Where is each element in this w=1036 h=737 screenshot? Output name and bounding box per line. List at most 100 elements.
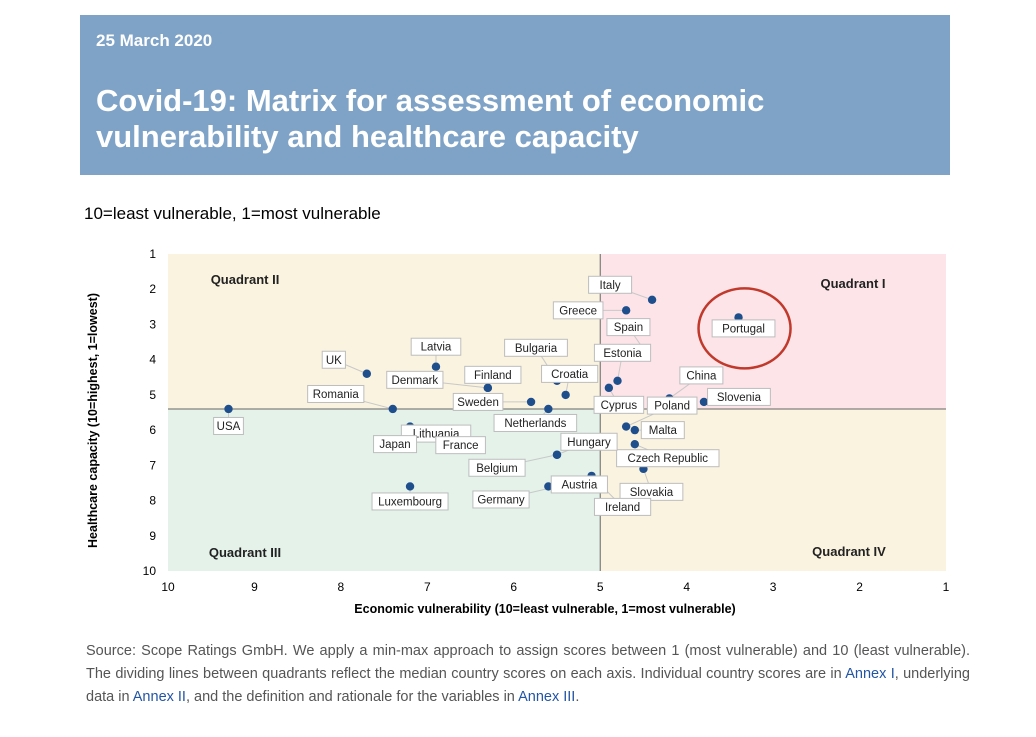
data-point [388,404,397,414]
x-tick-label: 10 [161,580,175,594]
label-box [606,318,651,337]
label-text: Netherlands [504,418,566,430]
label-box [711,319,776,338]
x-tick-label: 7 [424,580,431,594]
x-tick-label: 2 [856,580,863,594]
label-text: Ireland [605,502,640,514]
point-label: Cyprus [593,395,645,414]
label-box [213,416,244,435]
label-text: Latvia [421,342,452,354]
point-label: Slovenia [707,387,771,406]
label-box [472,490,530,509]
annex-iii-link[interactable]: Annex III [518,689,576,705]
source-text-3: , and the definition and rationale for t… [185,689,519,705]
point-label: Netherlands [493,413,578,432]
x-tick-label: 6 [510,580,517,594]
data-point [613,376,622,385]
label-text: Slovakia [630,487,674,499]
label-box [493,413,578,432]
y-tick-label: 4 [149,353,156,367]
data-point [544,482,553,491]
x-tick-label: 5 [597,580,604,594]
point-label: Japan [373,435,418,454]
data-point [630,425,639,435]
label-box [410,337,462,356]
label-text: Estonia [603,348,642,360]
label-box [435,436,486,455]
quadrant-label: Quadrant I [820,276,885,291]
y-tick-label: 1 [149,247,156,261]
label-text: Bulgaria [515,343,558,355]
point-label: Finland [464,365,522,384]
scatter-chart: Quadrant I Quadrant II Quadrant III Quadran… [86,247,950,616]
quadrant-label: Quadrant II [211,272,280,287]
label-text: Hungary [567,437,611,449]
point-label: USA [213,416,244,435]
data-point [647,295,657,304]
label-box [707,387,771,406]
y-tick-label: 2 [149,282,156,296]
label-box [371,492,449,511]
label-box [616,449,720,468]
label-text: Czech Republic [628,453,709,465]
label-box [593,395,645,414]
label-text: USA [217,421,241,433]
data-point [630,440,639,449]
annex-i-link[interactable]: Annex I [845,666,895,682]
data-point [621,306,631,315]
point-label: Ireland [593,497,652,516]
report-title: Covid-19: Matrix for assessment of econo… [96,83,765,154]
x-axis-title: Economic vulnerability (10=least vulnera… [354,602,735,616]
quadrant-ii-area [168,254,601,409]
source-text-4: . [575,689,580,705]
label-box [550,475,608,494]
label-box [321,350,346,369]
annex-ii-link[interactable]: Annex II [132,689,186,705]
y-tick-label: 8 [149,494,156,508]
quadrant-label: Quadrant IV [812,544,886,559]
point-label: Belgium [468,458,526,477]
label-box [373,435,418,454]
label-text: Japan [379,439,410,451]
point-label: Malta [640,421,685,440]
source-note: Source: Scope Ratings GmbH. We apply a m… [86,640,970,709]
chart-subtitle: 10=least vulnerable, 1=most vulnerable [84,204,381,223]
data-point [544,404,553,414]
label-box [386,370,444,389]
x-tick-label: 1 [943,580,950,594]
label-text: Portugal [722,323,765,335]
quadrant-label: Quadrant III [209,545,281,560]
label-text: Malta [649,425,678,437]
y-tick-label: 9 [149,529,156,543]
label-box [560,432,618,451]
point-label: Austria [550,475,608,494]
label-box [464,365,522,384]
point-label: Germany [472,490,530,509]
point-label: Portugal [711,319,776,338]
x-tick-label: 9 [251,580,258,594]
point-label: Romania [307,384,365,403]
highlight-circle [697,287,792,370]
label-box [504,338,568,357]
report-date: 25 March 2020 [96,31,213,50]
data-point [431,362,441,371]
label-text: Denmark [392,375,439,387]
label-text: Sweden [457,397,499,409]
label-text: Belgium [476,463,518,475]
x-tick-label: 4 [683,580,690,594]
point-label: Latvia [410,337,462,356]
point-label: Estonia [593,343,652,362]
label-box [646,396,698,415]
label-text: Luxembourg [378,496,442,508]
label-box [552,301,604,320]
point-label: China [679,366,724,385]
label-box [452,392,504,411]
label-text: Greece [559,305,597,317]
label-box [541,364,599,383]
label-text: Cyprus [601,400,638,412]
x-tick-label: 8 [338,580,345,594]
point-label: UK [321,350,346,369]
label-text: Italy [600,280,621,292]
label-text: France [443,440,479,452]
label-text: Croatia [551,369,589,381]
